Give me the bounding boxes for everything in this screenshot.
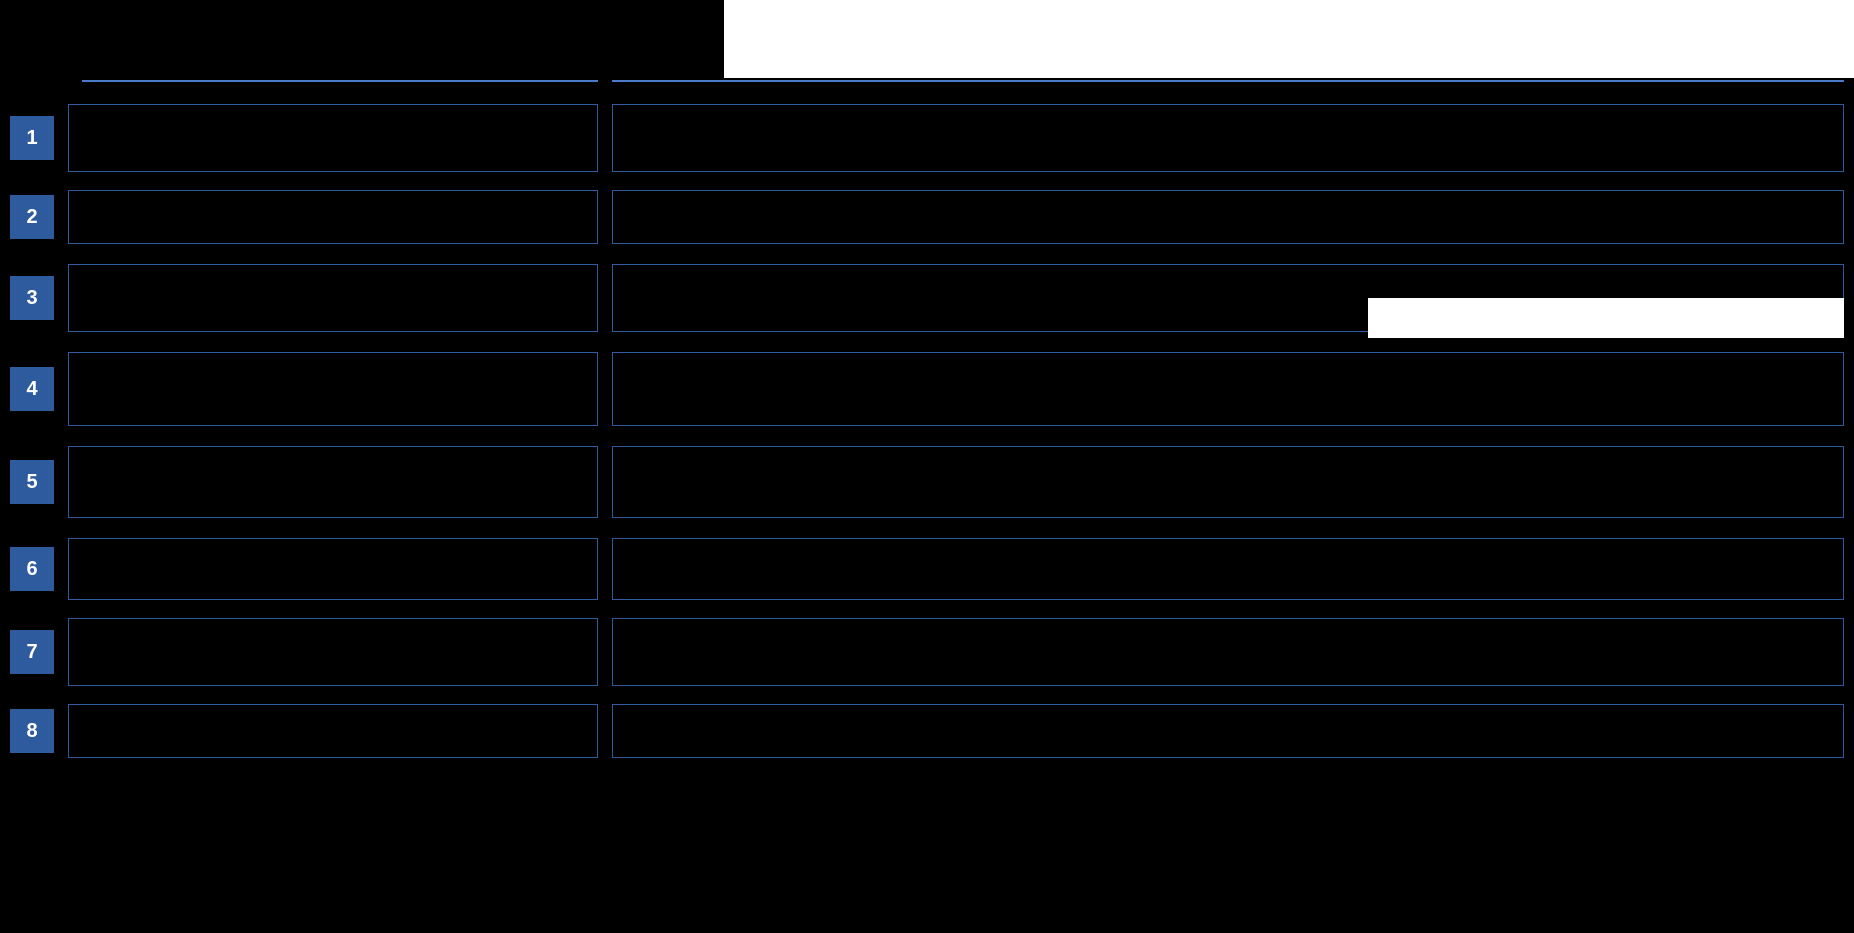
table-row: 4 <box>10 352 1844 426</box>
category-cell <box>68 618 598 686</box>
row-number-badge: 5 <box>10 460 54 504</box>
description-cell <box>612 618 1844 686</box>
row-number-badge: 8 <box>10 709 54 753</box>
white-overlay-row3 <box>1368 298 1844 338</box>
category-cell <box>68 446 598 518</box>
description-cell <box>612 704 1844 758</box>
category-cell <box>68 538 598 600</box>
row-number-badge: 6 <box>10 547 54 591</box>
table-row: 8 <box>10 704 1844 758</box>
row-number-badge: 1 <box>10 116 54 160</box>
table-row: 5 <box>10 446 1844 518</box>
description-cell <box>612 104 1844 172</box>
category-cell <box>68 104 598 172</box>
top-white-region <box>724 0 1854 78</box>
table-row: 6 <box>10 538 1844 600</box>
header-underline-right <box>612 80 1844 82</box>
table-row: 2 <box>10 190 1844 244</box>
description-cell <box>612 446 1844 518</box>
description-cell <box>612 352 1844 426</box>
table-row: 7 <box>10 618 1844 686</box>
table-row: 1 <box>10 104 1844 172</box>
category-cell <box>68 352 598 426</box>
category-cell <box>68 264 598 332</box>
row-number-badge: 4 <box>10 367 54 411</box>
header-underline-left <box>82 80 598 82</box>
description-cell <box>612 538 1844 600</box>
row-number-badge: 7 <box>10 630 54 674</box>
row-number-badge: 3 <box>10 276 54 320</box>
description-cell <box>612 190 1844 244</box>
category-cell <box>68 704 598 758</box>
category-cell <box>68 190 598 244</box>
row-number-badge: 2 <box>10 195 54 239</box>
